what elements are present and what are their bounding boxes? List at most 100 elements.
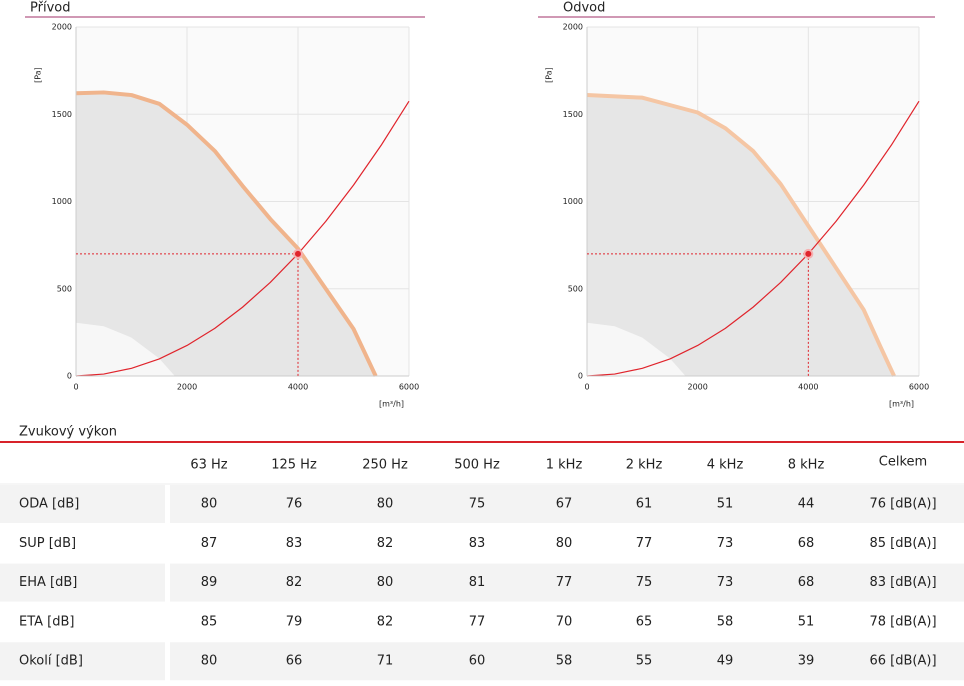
- y-tick-label: 500: [568, 284, 583, 293]
- curve: [586, 93, 896, 377]
- cell: 51: [798, 614, 815, 629]
- x-axis-label: [m³/h]: [379, 400, 404, 409]
- y-tick-label: 2000: [52, 23, 72, 32]
- cell: 77: [636, 536, 653, 551]
- row-label: ODA [dB]: [19, 497, 79, 512]
- cell: 81: [469, 575, 486, 590]
- x-tick-label: 2000: [687, 383, 707, 392]
- y-tick-label: 500: [57, 284, 72, 293]
- cell: 73: [717, 536, 734, 551]
- cell: 55: [636, 654, 653, 669]
- cell: 66: [286, 654, 303, 669]
- column-header: 125 Hz: [271, 458, 317, 473]
- column-header: 8 kHz: [788, 458, 825, 473]
- curve: [75, 90, 378, 377]
- column-header: 63 Hz: [190, 458, 227, 473]
- row-bg: [0, 485, 165, 523]
- cell: 60: [469, 654, 486, 669]
- y-tick-label: 1500: [563, 110, 583, 119]
- cell: 58: [717, 614, 734, 629]
- row-bg: [170, 563, 964, 602]
- row-label: EHA [dB]: [19, 575, 77, 590]
- x-tick-label: 0: [73, 383, 78, 392]
- y-tick-label: 1000: [563, 197, 583, 206]
- cell-total: 66 [dB(A)]: [869, 654, 936, 669]
- area: [76, 322, 175, 376]
- cell: 39: [798, 654, 815, 669]
- cell: 80: [377, 497, 394, 512]
- cell-total: 78 [dB(A)]: [869, 614, 936, 629]
- cell: 70: [556, 614, 573, 629]
- cell: 49: [717, 654, 734, 669]
- x-tick-label: 0: [584, 383, 589, 392]
- column-header: 1 kHz: [546, 458, 583, 473]
- cell: 80: [201, 497, 218, 512]
- cell: 51: [717, 497, 734, 512]
- row-label: ETA [dB]: [19, 614, 75, 629]
- cell: 77: [469, 614, 486, 629]
- y-tick-label: 1500: [52, 110, 72, 119]
- area: [587, 95, 895, 377]
- row-bg: [170, 485, 964, 523]
- x-tick-label: 6000: [399, 383, 419, 392]
- cell: 82: [377, 614, 394, 629]
- column-header: 500 Hz: [454, 458, 500, 473]
- curve: [75, 100, 410, 377]
- x-tick-label: 6000: [909, 383, 929, 392]
- cell: 61: [636, 497, 653, 512]
- operating-point: [803, 248, 814, 259]
- x-axis-label: [m³/h]: [889, 400, 914, 409]
- x-tick-label: 2000: [177, 383, 197, 392]
- cell: 67: [556, 497, 573, 512]
- y-tick-label: 2000: [563, 23, 583, 32]
- cell: 80: [556, 536, 573, 551]
- cell: 79: [286, 614, 303, 629]
- cell: 80: [201, 654, 218, 669]
- cell: 44: [798, 497, 815, 512]
- table-title: Zvukový výkon: [19, 425, 117, 440]
- row-label: SUP [dB]: [19, 536, 76, 551]
- cell: 68: [798, 575, 815, 590]
- cell: 80: [377, 575, 394, 590]
- cell: 82: [377, 536, 394, 551]
- column-header: 4 kHz: [707, 458, 744, 473]
- cell: 85: [201, 614, 218, 629]
- x-tick-label: 4000: [288, 383, 308, 392]
- column-header: 2 kHz: [626, 458, 663, 473]
- cell: 89: [201, 575, 218, 590]
- column-header: 250 Hz: [362, 458, 408, 473]
- cell: 77: [556, 575, 573, 590]
- y-axis-label: [Pa]: [545, 67, 554, 83]
- area: [587, 322, 686, 376]
- y-tick-label: 0: [67, 372, 72, 381]
- row-bg: [0, 563, 165, 602]
- cell: 87: [201, 536, 218, 551]
- row-label: Okolí [dB]: [19, 654, 83, 669]
- curve: [586, 100, 920, 377]
- area: [76, 92, 376, 376]
- cell-total: 76 [dB(A)]: [869, 497, 936, 512]
- cell: 83: [469, 536, 486, 551]
- cell: 75: [469, 497, 486, 512]
- cell: 82: [286, 575, 303, 590]
- y-axis-label: [Pa]: [34, 67, 43, 83]
- row-bg: [0, 642, 165, 681]
- cell: 73: [717, 575, 734, 590]
- chart-title: Přívod: [30, 1, 70, 16]
- cell: 76: [286, 497, 303, 512]
- cell-total: 83 [dB(A)]: [869, 575, 936, 590]
- cell: 71: [377, 654, 394, 669]
- cell: 75: [636, 575, 653, 590]
- y-tick-label: 1000: [52, 197, 72, 206]
- row-bg: [170, 642, 964, 681]
- cell: 65: [636, 614, 653, 629]
- y-tick-label: 0: [578, 372, 583, 381]
- chart-title: Odvod: [563, 1, 605, 16]
- cell: 68: [798, 536, 815, 551]
- operating-point: [293, 248, 303, 259]
- x-tick-label: 4000: [798, 383, 818, 392]
- column-header: Celkem: [879, 455, 927, 470]
- cell-total: 85 [dB(A)]: [869, 536, 936, 551]
